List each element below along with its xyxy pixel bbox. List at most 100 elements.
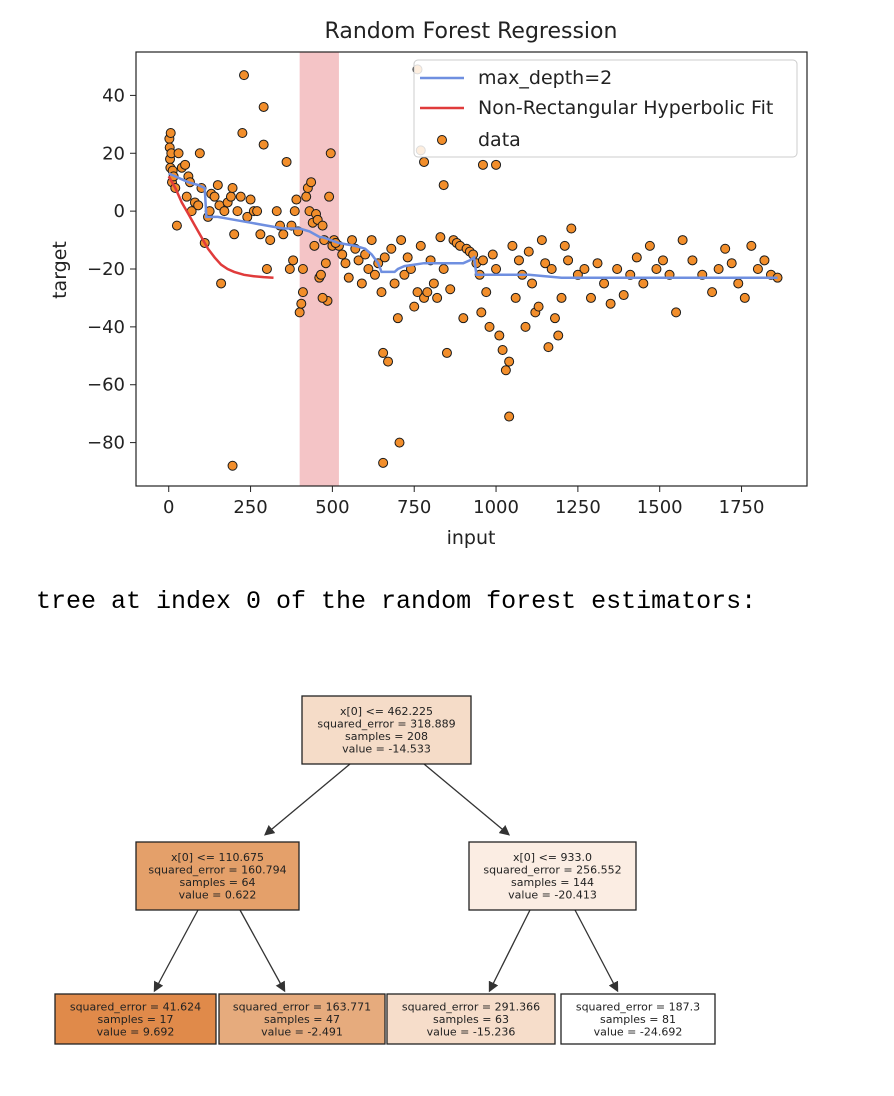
data-point	[540, 258, 551, 269]
data-point	[265, 235, 276, 246]
data-point	[278, 229, 289, 240]
data-point	[556, 292, 567, 303]
edge-left-ll	[153, 909, 199, 993]
tree-node-box	[560, 993, 716, 1045]
x-axis-label: input	[447, 527, 496, 549]
tree-node-text: squared_error = 291.366	[402, 1000, 540, 1013]
tree-node-text: x[0] <= 110.675	[171, 851, 264, 864]
legend-label-data: data	[478, 129, 521, 151]
x-tick-label: 1250	[555, 497, 601, 518]
y-tick-label: −80	[87, 433, 125, 454]
edge-left-lr	[239, 909, 286, 993]
tree-node-box	[301, 695, 472, 765]
data-point	[497, 345, 508, 356]
y-tick-label: 0	[114, 201, 125, 222]
data-point	[507, 240, 518, 251]
data-point	[504, 356, 515, 367]
tree-node-text: squared_error = 41.624	[70, 1000, 201, 1013]
data-point	[651, 264, 662, 274]
data-point	[261, 264, 272, 274]
data-point	[366, 235, 377, 246]
data-point	[343, 272, 354, 283]
data-point	[252, 206, 263, 217]
data-point	[227, 460, 238, 471]
data-point	[585, 292, 596, 303]
tree-node-text: value = 9.692	[97, 1025, 175, 1038]
data-point	[181, 191, 192, 202]
data-point	[559, 240, 570, 251]
x-tick-label: 0	[163, 497, 174, 518]
data-point	[592, 258, 603, 269]
legend: max_depth=2 Non-Rectangular Hyperbolic F…	[413, 59, 798, 158]
data-point	[533, 301, 544, 312]
tree-node-text: value = -2.491	[261, 1025, 343, 1038]
data-point	[458, 313, 469, 324]
data-point	[546, 264, 557, 274]
data-point	[297, 287, 308, 298]
y-axis: 40 20 0 −20 −40 −60 −80	[87, 85, 136, 454]
data-point	[219, 206, 230, 217]
data-point	[402, 252, 413, 263]
data-point	[171, 220, 182, 231]
tree-node-text: squared_error = 163.771	[233, 1000, 371, 1013]
data-point	[657, 255, 668, 266]
data-point	[671, 307, 682, 318]
data-point	[445, 284, 456, 295]
data-point	[510, 292, 521, 303]
x-tick-label: 500	[315, 497, 349, 518]
data-point	[638, 278, 649, 289]
data-point	[644, 240, 655, 251]
data-point	[227, 182, 238, 193]
data-point	[386, 243, 397, 254]
data-point	[353, 255, 364, 266]
data-point	[399, 269, 410, 280]
data-point	[432, 292, 443, 303]
data-point	[363, 264, 374, 274]
data-point	[209, 191, 220, 202]
series-line-1	[167, 175, 274, 279]
tree-node-text: samples = 63	[433, 1013, 509, 1026]
tree-node-box	[54, 993, 217, 1045]
y-tick-label: −20	[87, 259, 125, 280]
y-axis-label: target	[49, 241, 71, 299]
chart-title: Random Forest Regression	[325, 19, 618, 44]
data-point	[707, 287, 718, 298]
data-point	[477, 159, 488, 170]
tree-node-text: x[0] <= 462.225	[340, 705, 433, 718]
plot-area	[164, 52, 783, 486]
data-point	[759, 255, 770, 266]
data-point	[746, 240, 757, 251]
data-point	[392, 313, 403, 324]
data-point	[428, 278, 439, 289]
data-point	[232, 206, 243, 217]
data-point	[194, 148, 205, 159]
tree-node-text: squared_error = 160.794	[148, 864, 286, 877]
data-point	[491, 159, 502, 170]
data-point	[235, 191, 246, 202]
data-point	[687, 255, 698, 266]
data-point	[599, 278, 610, 289]
data-point	[284, 264, 295, 274]
data-point	[376, 287, 387, 298]
tree-node-text: value = -24.692	[594, 1025, 683, 1038]
tree-node-text: squared_error = 256.552	[483, 864, 621, 877]
edge-right-rr	[574, 909, 619, 993]
data-point	[258, 139, 269, 150]
data-point	[229, 229, 240, 240]
data-point	[415, 240, 426, 251]
legend-label-max-depth: max_depth=2	[478, 67, 612, 89]
data-point	[389, 278, 400, 289]
data-point	[605, 298, 616, 309]
data-point	[618, 290, 629, 301]
data-point	[579, 264, 590, 274]
tree-node-text: value = 0.622	[179, 889, 257, 902]
data-point	[543, 342, 554, 353]
y-tick-label: −40	[87, 317, 125, 338]
data-point	[739, 292, 750, 303]
legend-marker-data	[437, 135, 447, 145]
data-point	[294, 307, 305, 318]
